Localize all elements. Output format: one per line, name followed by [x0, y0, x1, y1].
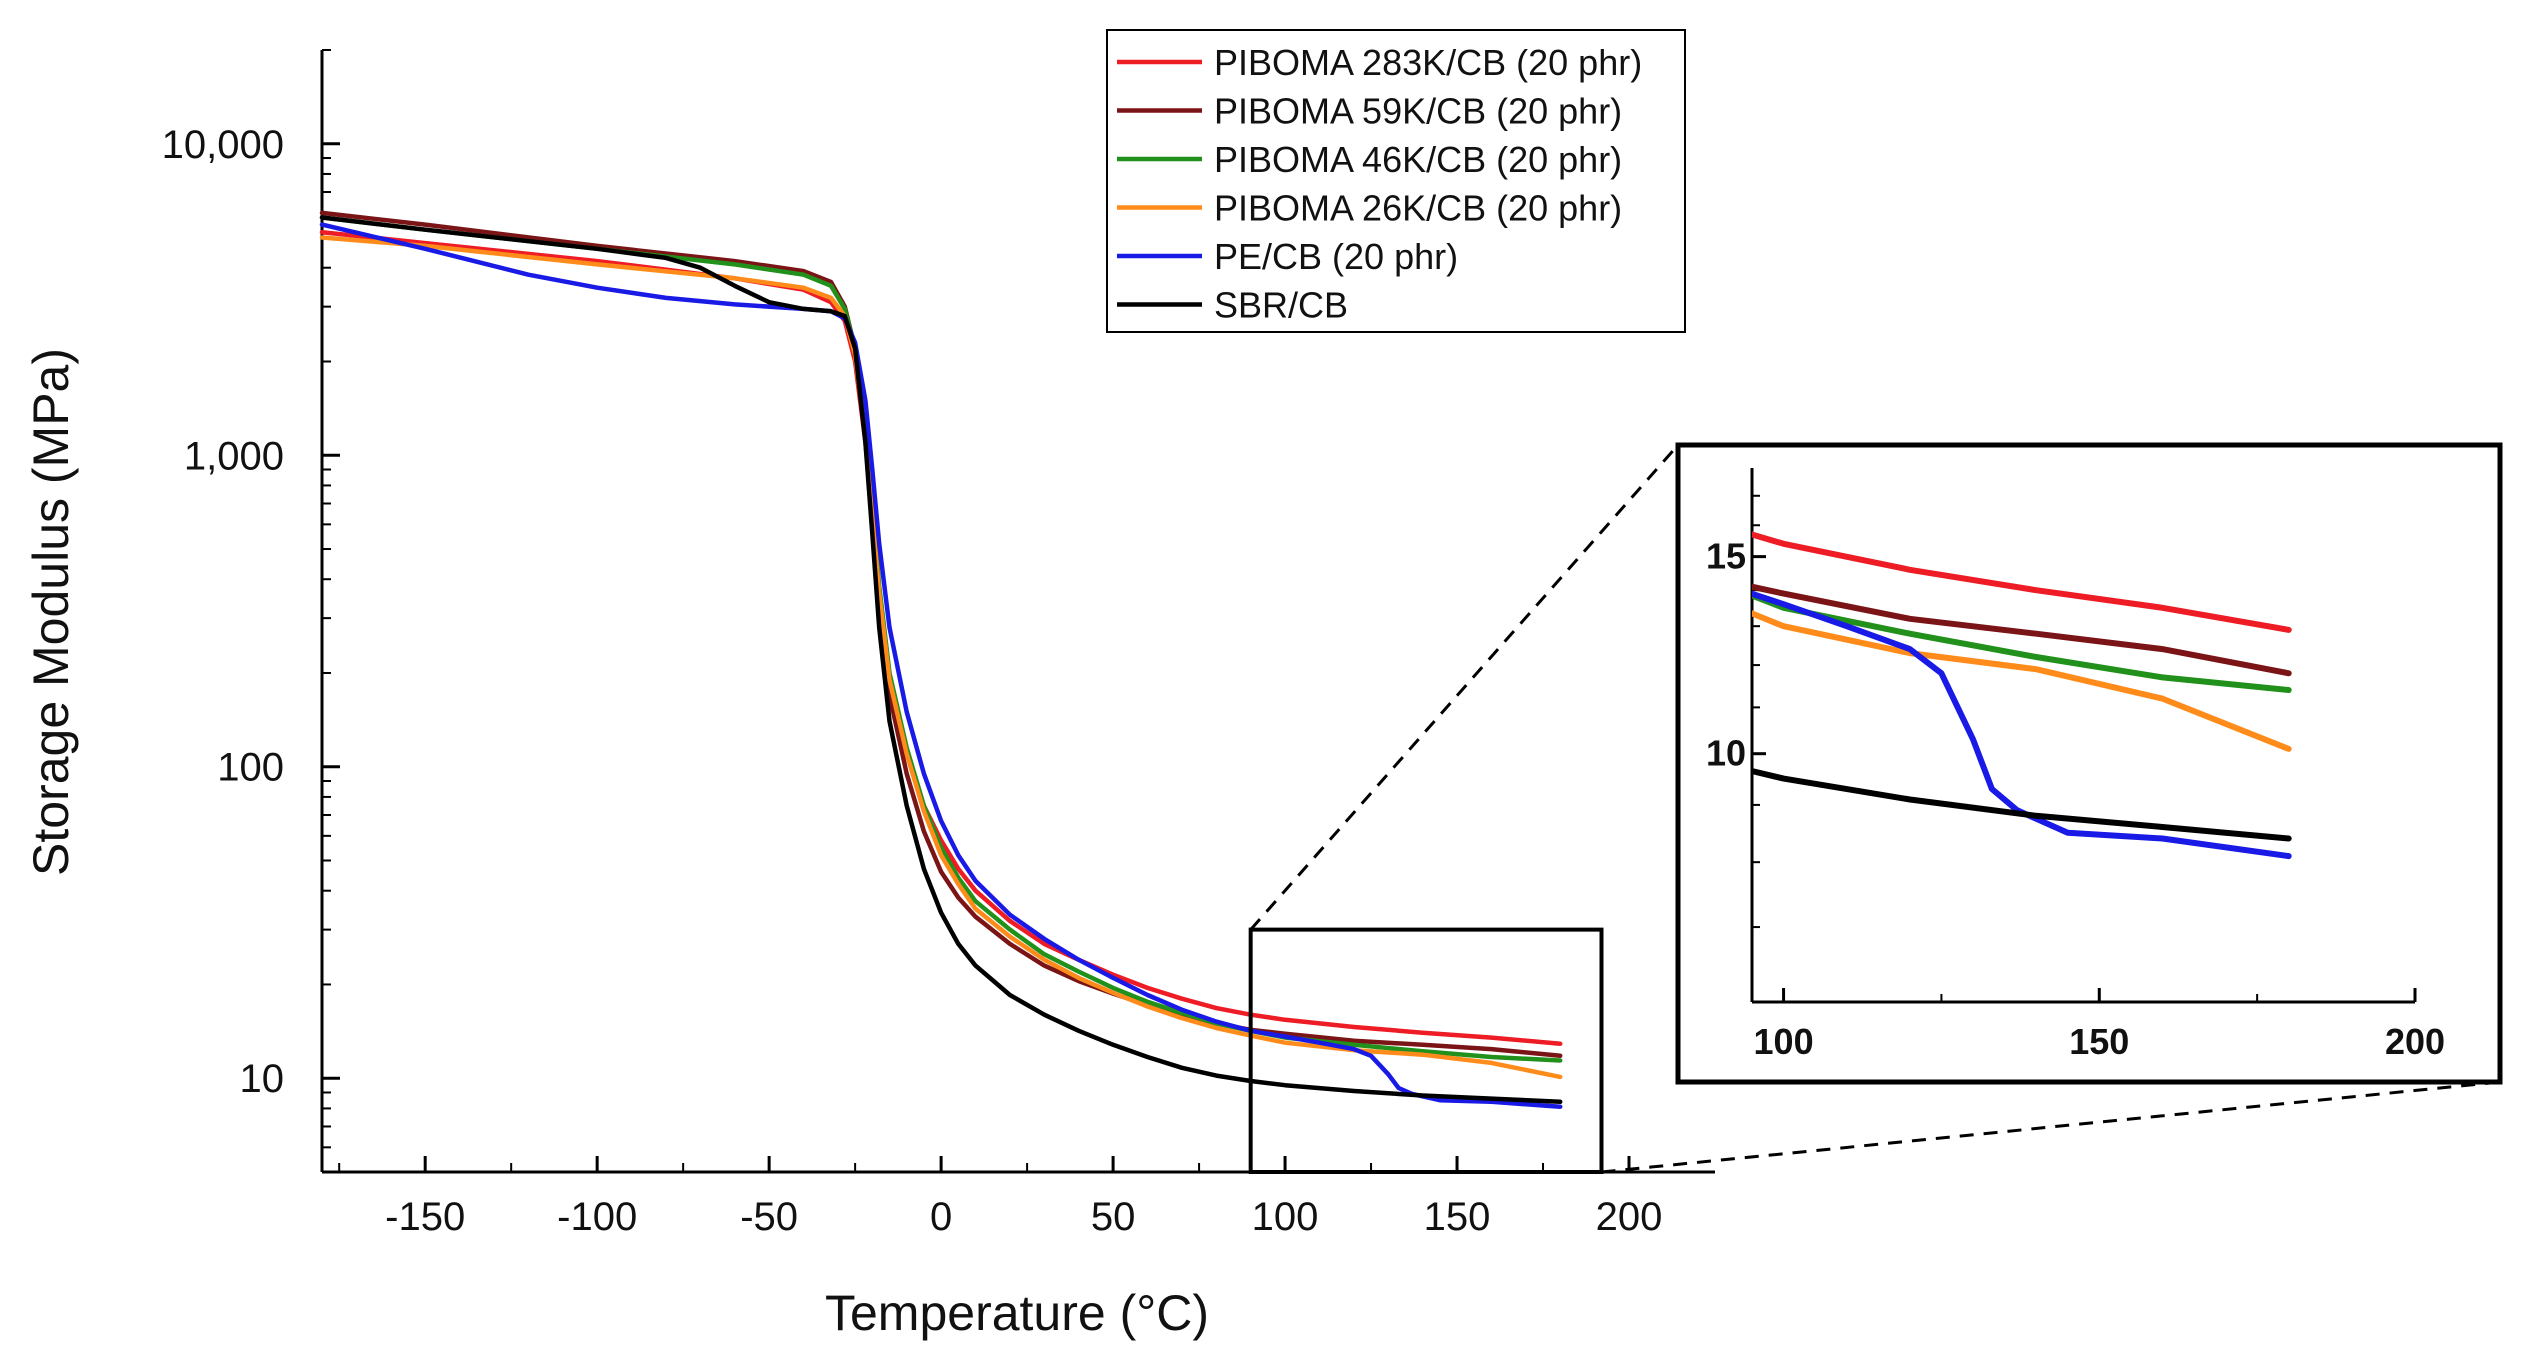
inset-series-line-5: [1752, 767, 2292, 842]
legend-label-5: SBR/CB: [1214, 285, 1348, 326]
inset-x-tick-label: 150: [2069, 1021, 2129, 1062]
inset-y-tick-label: 15: [1706, 536, 1746, 577]
x-tick-label: 50: [1091, 1195, 1136, 1239]
legend-label-1: PIBOMA 59K/CB (20 phr): [1214, 91, 1622, 132]
x-tick-label: 200: [1596, 1195, 1663, 1239]
inset-x-tick-label: 200: [2385, 1021, 2445, 1062]
legend-label-3: PIBOMA 26K/CB (20 phr): [1214, 188, 1622, 229]
series-line-5: [319, 215, 1563, 1105]
inset-series-line-0: [1752, 531, 2292, 633]
y-tick-label: 10,000: [162, 123, 284, 167]
x-ticks: -150 -100 -50 0 50 100 150 200: [338, 1156, 1663, 1239]
y-tick-label: 10: [240, 1057, 285, 1101]
series-line-3: [319, 235, 1563, 1080]
x-tick-label: 150: [1424, 1195, 1491, 1239]
x-tick-label: 100: [1252, 1195, 1319, 1239]
zoom-group: [1248, 444, 2501, 1174]
legend-label-2: PIBOMA 46K/CB (20 phr): [1214, 139, 1622, 180]
x-tick-label: -50: [740, 1195, 798, 1239]
main-axes: -150 -100 -50 0 50 100 150 200 10 100 1,000 10,000: [162, 49, 1715, 1239]
zoom-rect: [1248, 927, 1604, 1174]
series-line-0: [319, 229, 1563, 1047]
inset-series-line-1: [1752, 583, 2292, 677]
zoom-connector-top: [1249, 444, 1680, 931]
series-line-4: [319, 222, 1563, 1109]
x-axis-title: Temperature (°C): [825, 1285, 1209, 1341]
legend-label-4: PE/CB (20 phr): [1214, 236, 1458, 277]
y-tick-label: 1,000: [184, 434, 284, 478]
y-tick-label: 100: [217, 746, 284, 790]
zoom-connector-bottom: [1601, 1080, 2501, 1174]
x-tick-label: 0: [930, 1195, 952, 1239]
y-ticks: 10 100 1,000 10,000: [162, 49, 340, 1173]
main-series: [319, 210, 1563, 1109]
inset-series-line-3: [1752, 610, 2292, 752]
series-line-2: [319, 215, 1563, 1063]
inset-series-line-4: [1752, 590, 2292, 860]
inset-series: [1752, 531, 2292, 860]
legend-label-0: PIBOMA 283K/CB (20 phr): [1214, 42, 1642, 83]
x-tick-label: -150: [385, 1195, 465, 1239]
inset-chart: 100 150 200 10 15: [1675, 442, 2503, 1085]
legend-box: [1106, 29, 1686, 333]
x-tick-label: -100: [557, 1195, 637, 1239]
inset-y-tick-label: 10: [1706, 733, 1746, 774]
inset-frame: [1675, 442, 2503, 1085]
y-axis-title: Storage Modulus (MPa): [23, 348, 79, 876]
inset-x-tick-label: 100: [1754, 1021, 1814, 1062]
legend: PIBOMA 283K/CB (20 phr) PIBOMA 59K/CB (20…: [1106, 29, 1686, 333]
